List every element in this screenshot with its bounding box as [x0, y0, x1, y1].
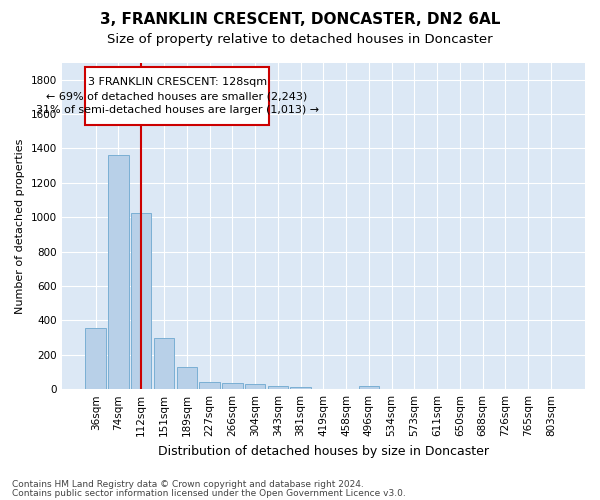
Text: 3, FRANKLIN CRESCENT, DONCASTER, DN2 6AL: 3, FRANKLIN CRESCENT, DONCASTER, DN2 6AL: [100, 12, 500, 28]
Bar: [85, 67, 269, 126]
Bar: [108, 156, 129, 389]
Text: Size of property relative to detached houses in Doncaster: Size of property relative to detached ho…: [107, 32, 493, 46]
Bar: [268, 386, 288, 389]
Text: 3 FRANKLIN CRESCENT: 128sqm
← 69% of detached houses are smaller (2,243)
31% of : 3 FRANKLIN CRESCENT: 128sqm ← 69% of det…: [35, 77, 319, 115]
Bar: [222, 382, 242, 389]
X-axis label: Distribution of detached houses by size in Doncaster: Distribution of detached houses by size …: [158, 444, 489, 458]
Bar: [245, 384, 265, 389]
Text: Contains HM Land Registry data © Crown copyright and database right 2024.: Contains HM Land Registry data © Crown c…: [12, 480, 364, 489]
Y-axis label: Number of detached properties: Number of detached properties: [15, 138, 25, 314]
Bar: [359, 386, 379, 389]
Bar: [131, 213, 151, 389]
Bar: [199, 382, 220, 389]
Bar: [154, 338, 174, 389]
Text: Contains public sector information licensed under the Open Government Licence v3: Contains public sector information licen…: [12, 489, 406, 498]
Bar: [176, 367, 197, 389]
Bar: [85, 328, 106, 389]
Bar: [290, 386, 311, 389]
